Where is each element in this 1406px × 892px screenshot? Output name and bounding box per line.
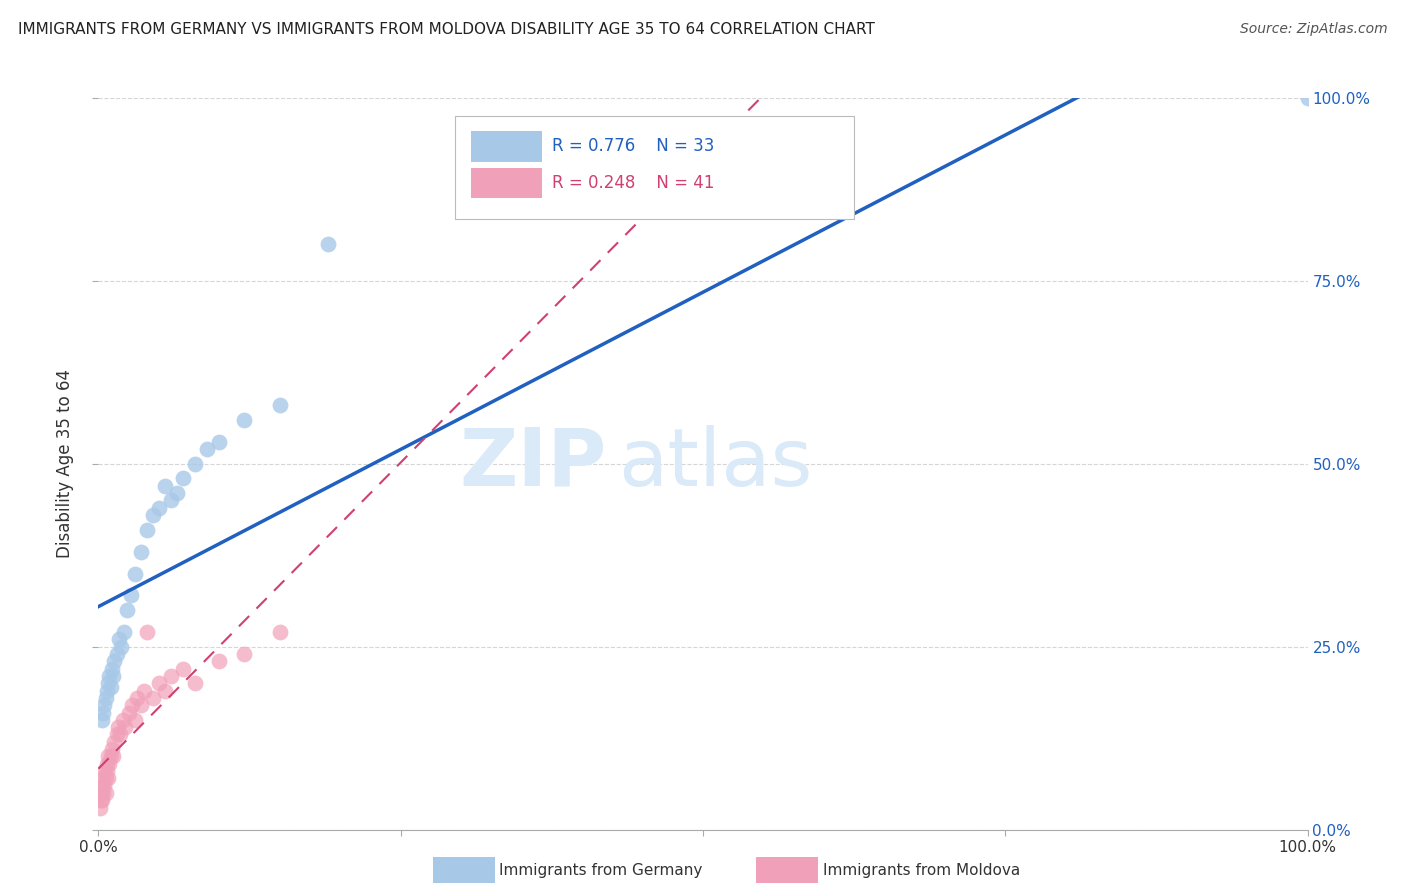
Point (166, 486, 188, 500)
Point (90, 786, 112, 800)
Point (135, 523, 157, 537)
Point (184, 676, 207, 690)
Point (135, 625, 157, 640)
Point (96, 764, 118, 778)
Point (195, 442, 218, 457)
Point (142, 508, 165, 522)
Y-axis label: Disability Age 35 to 64: Disability Age 35 to 64 (56, 369, 75, 558)
Text: IMMIGRANTS FROM GERMANY VS IMMIGRANTS FROM MOLDOVA DISABILITY AGE 35 TO 64 CORRE: IMMIGRANTS FROM GERMANY VS IMMIGRANTS FR… (18, 22, 875, 37)
FancyBboxPatch shape (456, 117, 855, 219)
Point (91, 713, 114, 727)
Point (232, 413, 254, 427)
Point (100, 742, 122, 756)
Point (112, 625, 135, 640)
Point (93, 764, 115, 778)
FancyBboxPatch shape (471, 168, 543, 198)
Point (153, 479, 176, 493)
Point (91, 793, 114, 807)
Point (91, 772, 114, 786)
Point (208, 434, 231, 449)
Point (97, 749, 120, 764)
Point (120, 589, 142, 603)
Text: atlas: atlas (619, 425, 813, 503)
Point (91, 786, 114, 800)
Point (100, 749, 122, 764)
Point (96, 683, 118, 698)
Point (160, 493, 183, 508)
Point (91, 779, 114, 793)
Point (98, 669, 121, 683)
Text: R = 0.248    N = 41: R = 0.248 N = 41 (553, 174, 714, 192)
Point (1296, 91, 1319, 105)
Point (172, 662, 194, 676)
Point (94, 786, 117, 800)
Point (148, 676, 170, 690)
Point (184, 457, 207, 471)
Point (91, 706, 114, 720)
Point (93, 698, 115, 713)
Point (129, 698, 152, 713)
Point (160, 669, 183, 683)
Point (127, 690, 149, 705)
Point (232, 647, 254, 661)
Point (124, 713, 146, 727)
Point (118, 706, 141, 720)
Point (129, 544, 152, 558)
Point (108, 632, 131, 647)
Point (105, 727, 128, 741)
Text: R = 0.776    N = 33: R = 0.776 N = 33 (553, 137, 714, 155)
Point (148, 500, 170, 515)
Point (98, 756, 121, 771)
Point (124, 566, 146, 581)
Point (97, 676, 120, 690)
Point (89, 800, 111, 814)
Point (101, 669, 124, 683)
Point (142, 690, 165, 705)
Point (100, 680, 122, 694)
Point (94, 772, 117, 786)
Point (269, 625, 291, 640)
Point (121, 698, 143, 713)
Point (153, 683, 176, 698)
Text: Immigrants from Germany: Immigrants from Germany (499, 863, 703, 878)
Point (114, 720, 136, 734)
Point (90, 793, 112, 807)
Point (93, 779, 115, 793)
Point (103, 654, 125, 668)
Point (108, 727, 131, 741)
Point (134, 683, 156, 698)
Point (111, 713, 134, 727)
Point (105, 647, 128, 661)
Text: Immigrants from Moldova: Immigrants from Moldova (823, 863, 1019, 878)
Text: ZIP: ZIP (458, 425, 606, 503)
Point (103, 735, 125, 749)
Point (110, 640, 132, 654)
Point (100, 662, 122, 676)
FancyBboxPatch shape (471, 131, 543, 161)
Point (316, 237, 339, 252)
Point (117, 603, 139, 617)
Point (208, 654, 231, 668)
Text: Source: ZipAtlas.com: Source: ZipAtlas.com (1240, 22, 1388, 37)
Point (172, 471, 194, 485)
Point (269, 398, 291, 412)
Point (101, 749, 124, 764)
Point (96, 756, 118, 771)
Point (94, 690, 117, 705)
Point (107, 720, 129, 734)
Point (97, 772, 120, 786)
